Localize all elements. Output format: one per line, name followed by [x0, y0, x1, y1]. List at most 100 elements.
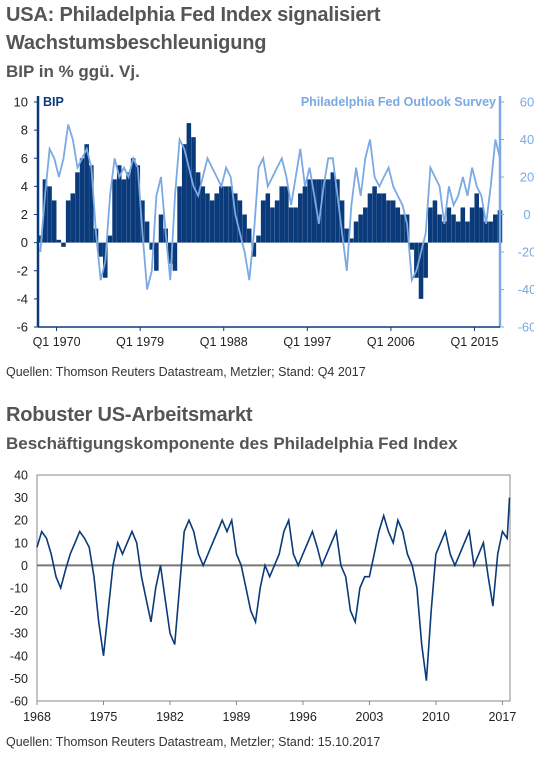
y-tick-label: 40 [14, 469, 28, 483]
x-tick-label: 1975 [90, 710, 118, 724]
gdp-bar [274, 200, 280, 243]
y-tick-label: 0 [21, 559, 28, 573]
y-tick-label: -30 [10, 627, 28, 641]
left-tick-label: -2 [16, 263, 28, 278]
left-tick-label: 0 [21, 235, 28, 250]
gdp-bar [418, 242, 424, 299]
plot-frame [36, 474, 511, 702]
left-axis-label: BIP [43, 95, 64, 109]
gdp-bar [279, 186, 284, 243]
right-tick-label: 0 [523, 207, 530, 222]
gdp-bar [367, 193, 373, 243]
gdp-bar [493, 214, 498, 243]
gdp-bar [460, 207, 466, 243]
gdp-bar [237, 200, 243, 243]
gdp-bar [144, 221, 150, 243]
gdp-bar [242, 214, 247, 243]
right-axis-label: Philadelphia Fed Outlook Survey [301, 95, 496, 109]
gdp-bar [349, 238, 354, 243]
employment-line [36, 497, 511, 681]
gdp-bar [186, 123, 192, 243]
gdp-bar [200, 186, 206, 243]
gdp-bar [381, 193, 387, 243]
gdp-bar [474, 193, 480, 243]
gdp-bar [265, 193, 271, 243]
right-tick-label: 40 [520, 132, 534, 147]
gdp-bar [121, 179, 127, 243]
gdp-bar [316, 179, 322, 243]
x-tick-label: 1968 [23, 710, 51, 724]
gdp-bar [79, 158, 85, 243]
gdp-bar [400, 214, 405, 243]
gdp-bar [65, 200, 71, 243]
gdp-bar [260, 200, 266, 243]
gdp-bar [330, 172, 336, 243]
left-tick-label: -4 [16, 291, 28, 306]
y-tick-label: -40 [10, 649, 28, 663]
x-tick-label: Q1 2006 [367, 335, 415, 349]
x-tick-label: 1996 [289, 710, 317, 724]
gdp-bar [414, 242, 419, 278]
gdp-bar [209, 200, 215, 243]
right-tick-label: 60 [520, 95, 534, 110]
gdp-bar [293, 207, 298, 243]
x-tick-label: Q1 1970 [33, 335, 81, 349]
gdp-bar [205, 193, 210, 243]
gdp-bar [344, 228, 350, 243]
gdp-bar [372, 186, 377, 243]
gdp-bar [284, 186, 289, 243]
gdp-bar [158, 214, 164, 243]
x-tick-label: Q1 1997 [283, 335, 331, 349]
x-tick-label: 2003 [356, 710, 384, 724]
gdp-bar [325, 179, 331, 243]
gdp-bar [177, 186, 182, 243]
gdp-bar [195, 172, 201, 243]
gdp-bar [446, 207, 452, 243]
chart1-source: Quellen: Thomson Reuters Datastream, Met… [6, 365, 366, 379]
gdp-bar [42, 179, 48, 243]
gdp-bar [89, 165, 94, 243]
gdp-bar [395, 207, 401, 243]
x-tick-label: 1989 [223, 710, 251, 724]
gdp-bar [455, 221, 461, 243]
gdp-bar [84, 144, 89, 243]
gdp-bar [191, 137, 196, 243]
gdp-bar [432, 200, 438, 243]
chart1-subtitle: BIP in % ggü. Vj. [6, 62, 140, 81]
left-tick-label: 10 [14, 95, 28, 110]
gdp-bar [288, 207, 294, 243]
gdp-bar [107, 235, 113, 243]
right-tick-label: 20 [520, 170, 534, 185]
chart2-title: Robuster US-Arbeitsmarkt [6, 404, 253, 426]
x-tick-label: Q1 1988 [200, 335, 248, 349]
y-tick-label: -50 [10, 672, 28, 686]
gdp-bar [246, 228, 252, 243]
y-tick-label: 20 [14, 514, 28, 528]
gdp-bar [437, 214, 442, 243]
x-tick-label: Q1 2015 [450, 335, 498, 349]
chart2-subtitle: Beschäftigungskomponente des Philadelphi… [6, 434, 458, 453]
chart2-source: Quellen: Thomson Reuters Datastream, Met… [6, 735, 381, 749]
gdp-bar [47, 186, 52, 243]
gdp-bar [168, 242, 173, 264]
y-tick-label: -60 [10, 695, 28, 709]
gdp-bar [335, 179, 340, 243]
right-tick-label: -60 [518, 320, 534, 335]
gdp-bar [130, 158, 136, 243]
gdp-bar [51, 200, 57, 243]
left-tick-label: -6 [16, 320, 28, 335]
gdp-bar [428, 207, 433, 243]
gdp-bar [251, 242, 257, 257]
gdp-bar [390, 200, 396, 243]
gdp-bar [256, 235, 261, 243]
gdp-bar [172, 242, 178, 271]
gdp-bar [135, 165, 141, 243]
gdp-bar [469, 207, 475, 243]
gdp-bar [441, 221, 447, 243]
gdp-bar [451, 214, 456, 243]
gdp-bar [465, 221, 470, 243]
gdp-bar [358, 214, 363, 243]
gdp-bar [321, 179, 326, 243]
gdp-bar [223, 186, 229, 243]
